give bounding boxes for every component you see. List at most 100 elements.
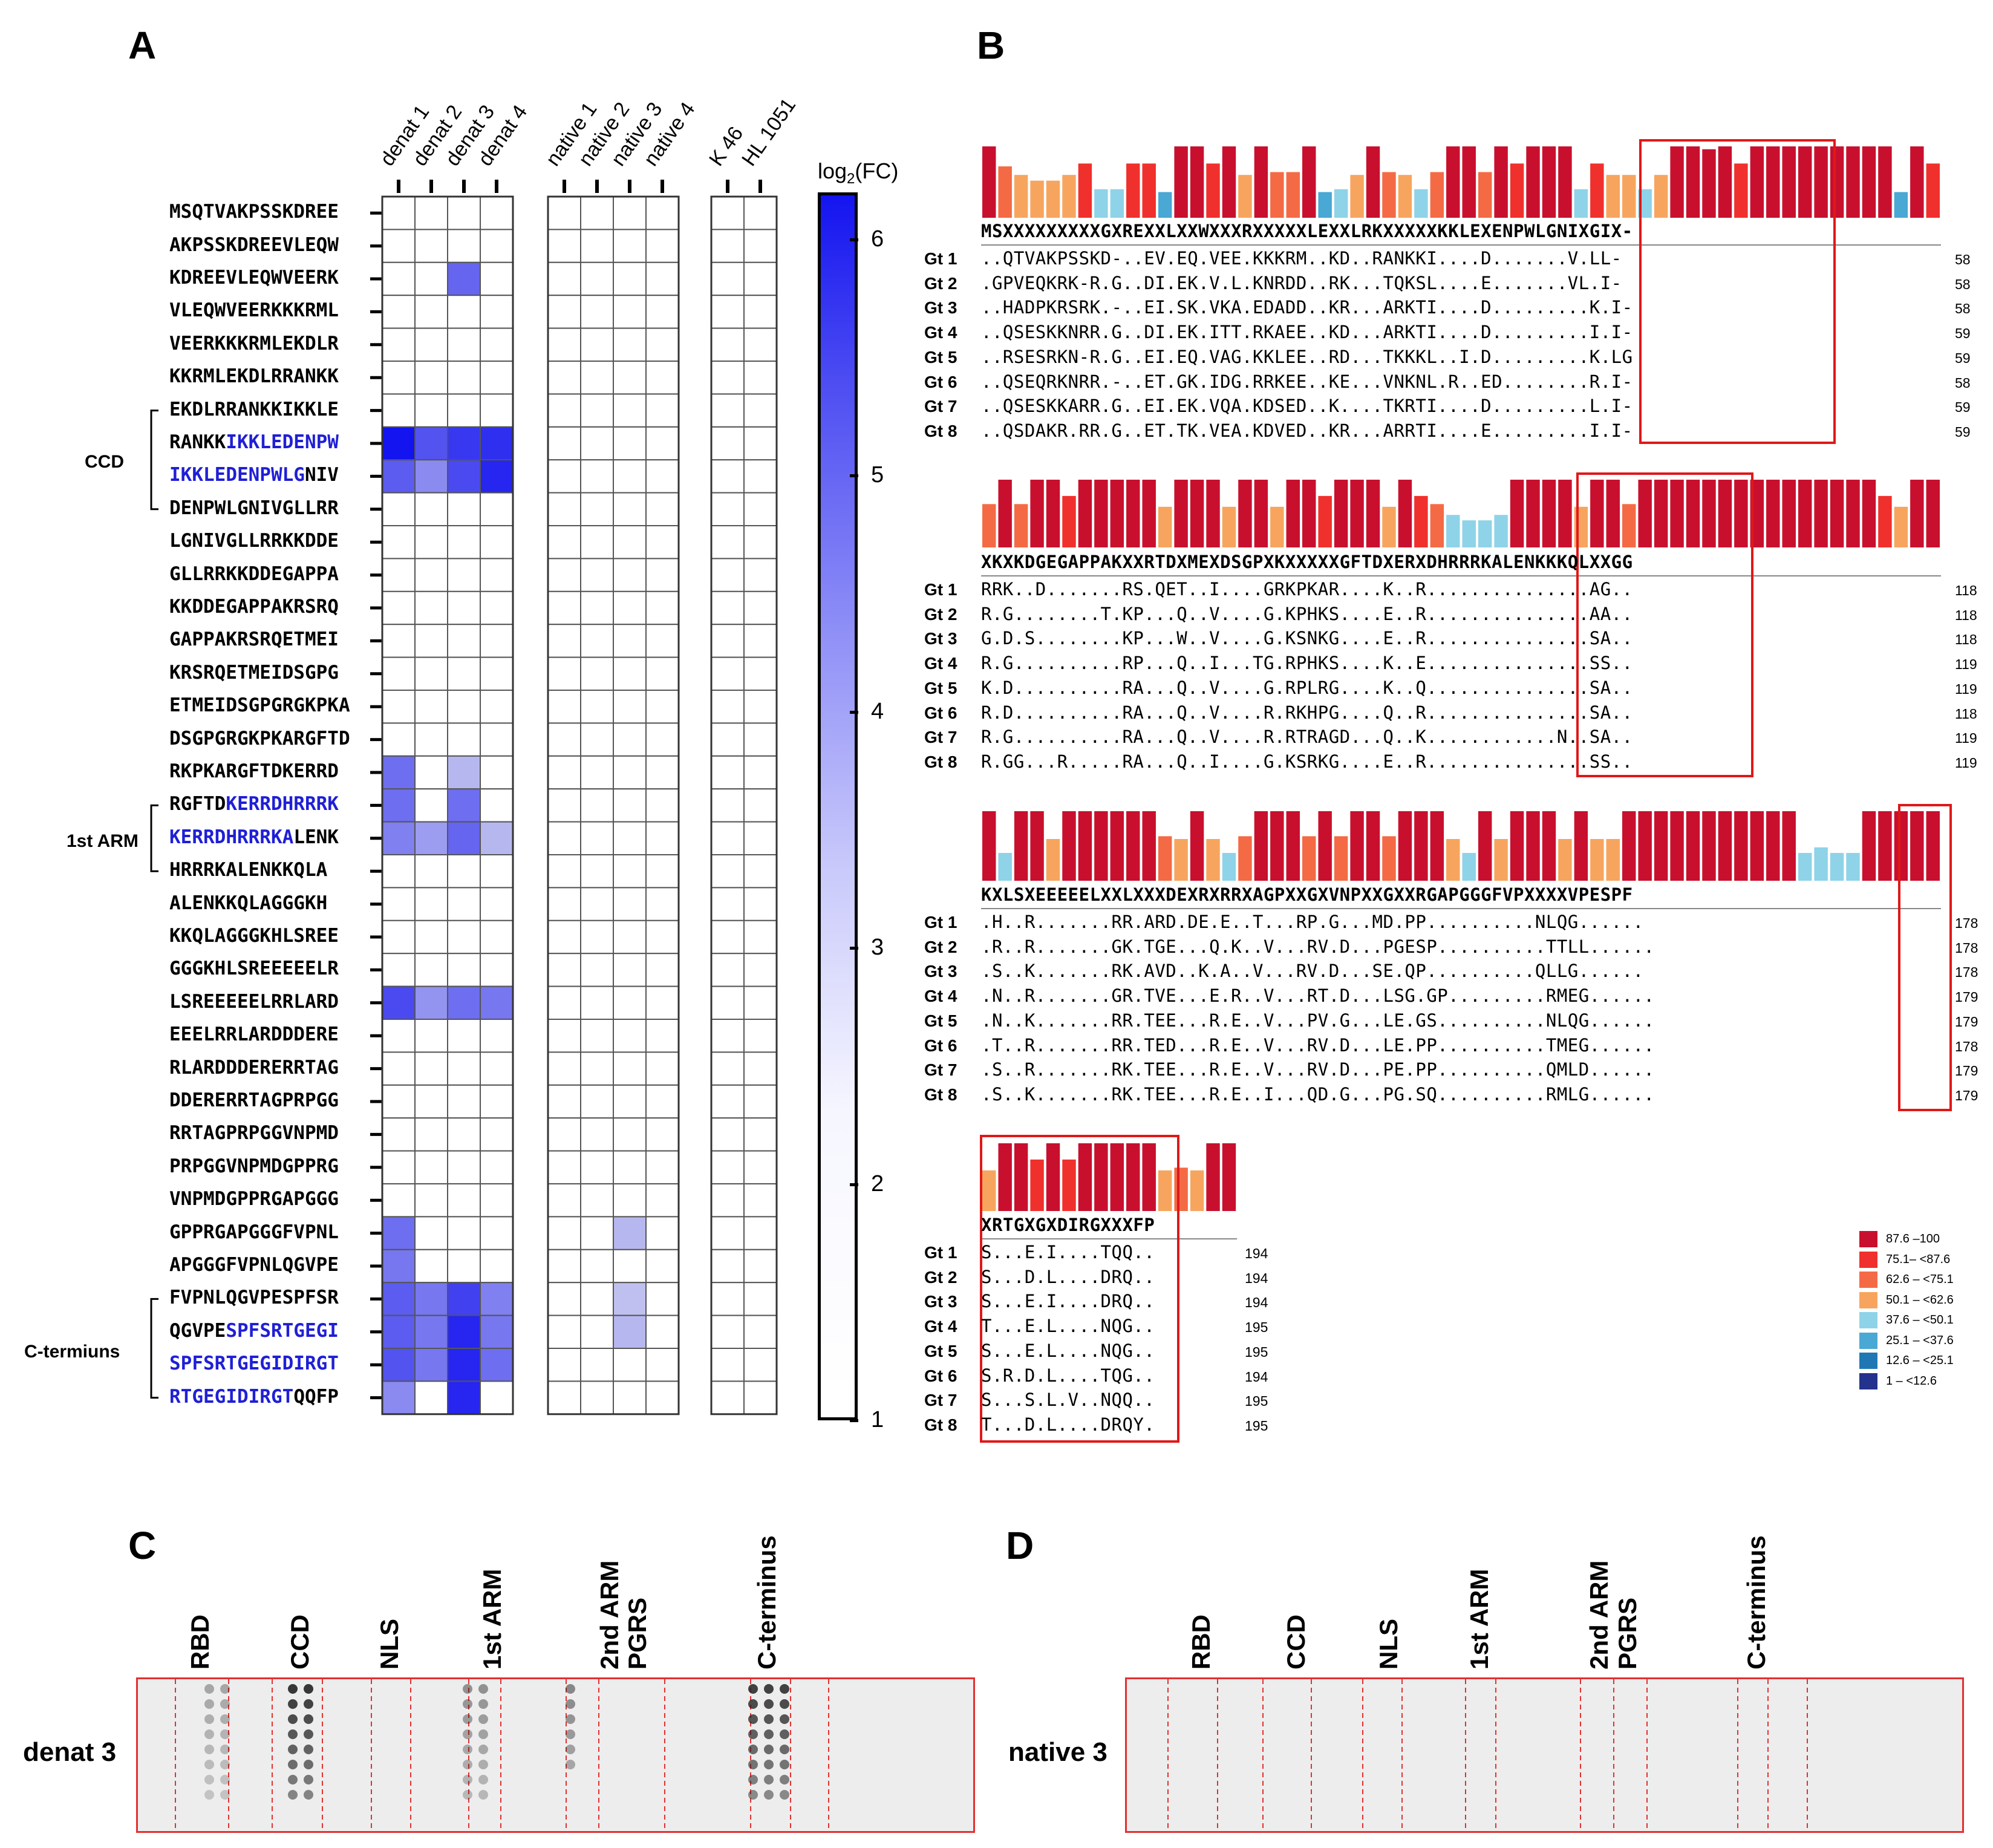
conservation-bar [1382, 172, 1396, 218]
dot-spot [478, 1760, 488, 1769]
dot-spot [463, 1714, 472, 1724]
conservation-bar [998, 166, 1012, 218]
peptide-label: RANKKIKKLEDENPW [169, 431, 339, 453]
heatmap-cell [580, 624, 614, 658]
heatmap-cell [547, 525, 581, 560]
genotype-label: Gt 5 [924, 678, 957, 697]
legend-swatch [1859, 1312, 1877, 1328]
heatmap-cell [480, 919, 514, 955]
genotype-sequence: K.D..........RA...Q..V....G.RPLRG....K..… [981, 677, 1633, 698]
dot-spot [478, 1775, 488, 1784]
heatmap-cell [613, 722, 647, 757]
colorbar-tick-label: 2 [871, 1171, 884, 1197]
heatmap-cell [613, 1348, 647, 1382]
conservation-bar [1062, 495, 1076, 547]
genotype-sequence: S...E.I....DRQ.. [981, 1291, 1155, 1312]
conservation-bar [1094, 1143, 1108, 1211]
heatmap-cell [711, 953, 745, 987]
dot-spot [478, 1729, 488, 1739]
dot-spot [780, 1729, 789, 1739]
heatmap-cell [580, 722, 614, 757]
heatmap-cell [613, 1380, 647, 1415]
colorbar-tick-mark [850, 1419, 858, 1422]
heatmap-cell [414, 361, 448, 395]
dot-spot [288, 1775, 298, 1784]
colorbar-tick-mark [850, 474, 858, 478]
heatmap-cell [645, 196, 679, 230]
peptide-label: APGGGFVPNLQGVPE [169, 1254, 339, 1276]
genotype-label: Gt 2 [924, 937, 957, 956]
conservation-bar [1286, 480, 1300, 547]
peptide-label: KRSRQETMEIDSGPG [169, 662, 339, 684]
legend-label: 75.1– <87.6 [1886, 1252, 1951, 1266]
conservation-bar [1830, 146, 1844, 218]
genotype-label: Gt 3 [924, 298, 957, 318]
dot-spot [220, 1714, 230, 1724]
conservation-bar [1270, 811, 1284, 881]
heatmap-cell [547, 361, 581, 395]
conservation-bar [1206, 839, 1220, 881]
residue-count: 195 [1245, 1319, 1268, 1336]
conservation-bar [1702, 480, 1716, 547]
heatmap-cell [480, 656, 514, 691]
conservation-bar [1366, 811, 1380, 881]
colorbar-title: log2(FC) [818, 158, 898, 188]
dotblot-region-label: CCD [1282, 1615, 1310, 1670]
dot-spot [748, 1775, 758, 1784]
panel-letter-d: D [1006, 1524, 1034, 1567]
peptide-label: RRTAGPRPGGVNPMD [169, 1122, 339, 1144]
heatmap-cell [613, 1019, 647, 1053]
conservation-bar [1510, 811, 1524, 881]
conservation-bar [1062, 811, 1076, 881]
conservation-bar [1238, 175, 1252, 218]
genotype-sequence: S...D.L....DRQ.. [981, 1266, 1155, 1287]
heatmap-cell [711, 1084, 745, 1119]
colorbar-tick-mark [850, 947, 858, 950]
heatmap-cell [414, 558, 448, 592]
dot-spot [220, 1699, 230, 1709]
heatmap-cell [613, 393, 647, 428]
legend-label: 37.6 – <50.1 [1886, 1313, 1954, 1327]
heatmap-cell [480, 755, 514, 790]
conservation-bar [1414, 189, 1428, 218]
dot-spot [204, 1699, 214, 1709]
heatmap-cell [580, 361, 614, 395]
peptide-seq-highlight: KERRDHRRRK [226, 793, 339, 815]
conservation-bar [1046, 839, 1060, 881]
legend-swatch [1859, 1373, 1877, 1389]
conservation-bar [1478, 172, 1492, 218]
dot-spot [780, 1699, 789, 1709]
dotblot-region-label: 1st ARM [478, 1569, 506, 1670]
dot-spot [764, 1729, 774, 1739]
heatmap-cell [613, 1314, 647, 1350]
conservation-bar [1558, 839, 1572, 881]
genotype-sequence: ..RSESRKN-R.G..EI.EQ.VAG.KKLEE..RD...TKK… [981, 346, 1633, 367]
genotype-label: Gt 4 [924, 323, 957, 342]
heatmap-cell [645, 1183, 679, 1218]
peptide-label: KKDDEGAPPAKRSRQ [169, 596, 339, 618]
peptide-seq-plain: DENPWLGNIVGLLRR [169, 497, 339, 519]
peptide-seq-plain: QQFP [293, 1385, 339, 1408]
heatmap-cell [743, 492, 777, 526]
conservation-bar [1606, 175, 1620, 218]
region-bracket [150, 804, 158, 872]
conservation-bar [1846, 146, 1860, 218]
conservation-bar [1190, 146, 1204, 218]
conservation-bar [1222, 853, 1236, 881]
heatmap-grid [150, 180, 778, 1415]
conservation-bar [1734, 480, 1748, 547]
dot-spot [780, 1775, 789, 1784]
peptide-label: GAPPAKRSRQETMEI [169, 629, 339, 650]
dotblot-region-label: C-terminus [752, 1535, 781, 1670]
conservation-bar [1062, 175, 1076, 218]
genotype-sequence: ..HADPKRSRK.-..EI.SK.VKA.EDADD..KR...ARK… [981, 297, 1633, 318]
dot-spot [566, 1729, 575, 1739]
peptide-label: GLLRRKKDDEGAPPA [169, 563, 339, 585]
peptide-label: DSGPGRGKPKARGFTD [169, 728, 350, 749]
heatmap-cell [382, 985, 416, 1020]
legend-label: 50.1 – <62.6 [1886, 1293, 1954, 1307]
heatmap-cell [613, 558, 647, 592]
dot-spot [748, 1790, 758, 1800]
peptide-label: DDERERRTAGPRPGG [169, 1089, 339, 1111]
heatmap-cell [382, 1183, 416, 1218]
